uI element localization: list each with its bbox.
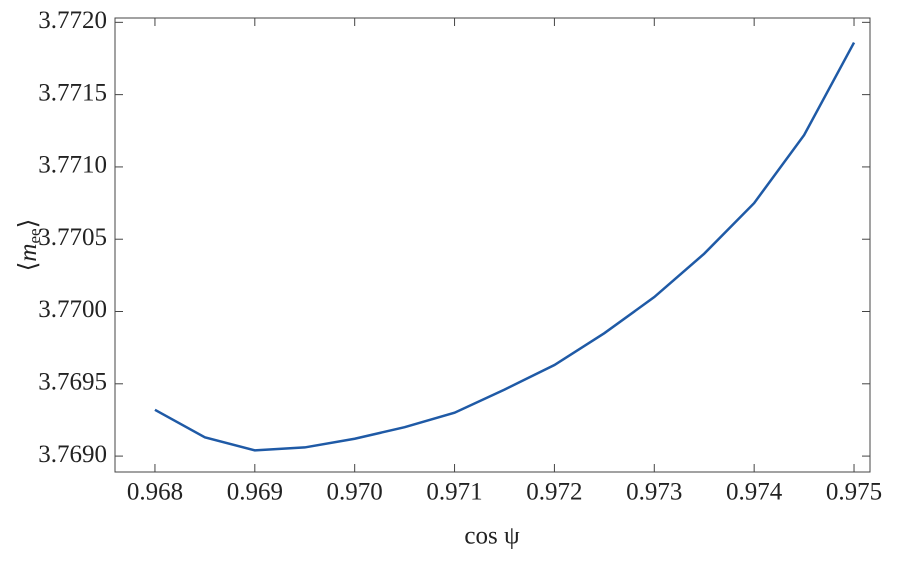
x-axis-label: cos ψ [464,523,520,550]
y-label-part: ee [25,228,44,243]
plot-frame [114,17,871,473]
y-tick-label: 3.7715 [38,79,107,106]
x-tick-label: 0.968 [127,479,183,506]
x-tick-label: 0.975 [826,479,882,506]
x-tick-label: 0.969 [227,479,283,506]
x-tick-label: 0.974 [726,479,783,506]
y-label-part: m [15,244,42,262]
y-label-part: ⟩ [15,219,42,229]
y-tick-label: 3.7690 [38,441,107,468]
y-tick-label: 3.7720 [38,7,107,34]
y-tick-label: 3.7705 [38,224,107,251]
y-axis-label: ⟨mee⟩ [15,219,44,272]
y-label-part: ⟨ [15,262,42,272]
y-tick-label: 3.7700 [38,296,107,323]
x-tick-label: 0.970 [327,479,383,506]
y-tick-label: 3.7710 [38,152,107,179]
x-tick-label: 0.972 [526,479,582,506]
data-line [154,41,856,452]
y-tick-label: 3.7695 [38,369,107,396]
x-tick-label: 0.971 [426,479,482,506]
x-tick-label: 0.973 [626,479,682,506]
